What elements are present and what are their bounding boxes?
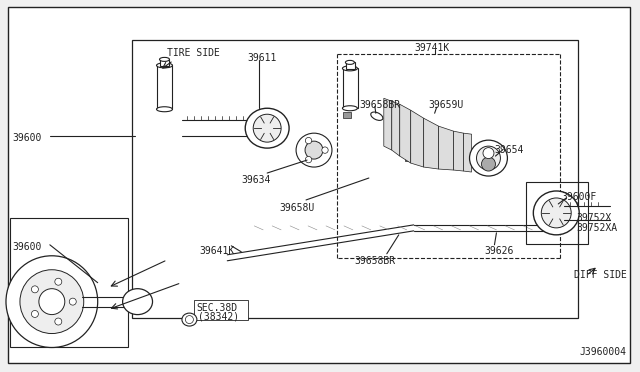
- Text: 39626: 39626: [484, 246, 514, 256]
- Polygon shape: [351, 118, 357, 161]
- Circle shape: [55, 318, 62, 325]
- Polygon shape: [400, 104, 411, 163]
- Polygon shape: [438, 126, 454, 170]
- Ellipse shape: [533, 191, 579, 235]
- Text: SEC.38D: SEC.38D: [196, 303, 237, 312]
- Ellipse shape: [253, 114, 281, 142]
- Circle shape: [481, 157, 495, 171]
- Polygon shape: [395, 151, 402, 178]
- Ellipse shape: [346, 60, 355, 64]
- Circle shape: [39, 289, 65, 315]
- Circle shape: [31, 311, 38, 317]
- Polygon shape: [227, 225, 413, 261]
- Ellipse shape: [182, 313, 197, 326]
- Text: 39752XA: 39752XA: [576, 223, 618, 233]
- Text: (38342): (38342): [198, 312, 239, 322]
- Circle shape: [305, 141, 323, 159]
- Text: 39741K: 39741K: [415, 44, 450, 54]
- Ellipse shape: [157, 107, 172, 112]
- Bar: [404, 153, 412, 161]
- Ellipse shape: [342, 66, 357, 71]
- Circle shape: [69, 298, 76, 305]
- Ellipse shape: [371, 112, 383, 121]
- Text: J3960004: J3960004: [579, 347, 626, 357]
- Ellipse shape: [123, 289, 152, 315]
- Polygon shape: [413, 225, 547, 231]
- Text: 39658BR: 39658BR: [354, 256, 395, 266]
- Circle shape: [322, 147, 328, 153]
- Polygon shape: [392, 101, 400, 156]
- Bar: [343, 68, 358, 108]
- Circle shape: [20, 270, 84, 334]
- Bar: [195, 299, 248, 320]
- Circle shape: [31, 286, 38, 293]
- Circle shape: [6, 256, 98, 347]
- Circle shape: [55, 278, 62, 285]
- Circle shape: [186, 315, 193, 324]
- Polygon shape: [182, 120, 257, 136]
- Ellipse shape: [483, 148, 494, 158]
- Polygon shape: [366, 127, 376, 172]
- Polygon shape: [376, 137, 387, 175]
- Polygon shape: [82, 296, 127, 307]
- Text: 39600: 39600: [12, 133, 42, 143]
- Ellipse shape: [342, 106, 357, 111]
- Text: 39600F: 39600F: [561, 192, 596, 202]
- Text: 39658BR: 39658BR: [359, 100, 400, 110]
- Text: 39654: 39654: [495, 145, 524, 155]
- Ellipse shape: [159, 57, 170, 61]
- Ellipse shape: [296, 133, 332, 167]
- Text: DIFF SIDE: DIFF SIDE: [574, 270, 627, 280]
- Circle shape: [305, 137, 312, 144]
- Polygon shape: [345, 116, 351, 158]
- Bar: [10, 218, 127, 347]
- Polygon shape: [424, 118, 438, 169]
- Text: TIRE SIDE: TIRE SIDE: [168, 48, 220, 58]
- Polygon shape: [387, 146, 395, 177]
- Ellipse shape: [541, 198, 572, 228]
- Polygon shape: [411, 110, 424, 167]
- Text: 39752X: 39752X: [576, 213, 611, 223]
- Text: 39658U: 39658U: [279, 203, 314, 213]
- Polygon shape: [357, 121, 366, 167]
- Circle shape: [305, 156, 312, 163]
- Bar: [346, 62, 355, 69]
- Polygon shape: [463, 133, 472, 172]
- Ellipse shape: [470, 140, 508, 176]
- Ellipse shape: [245, 108, 289, 148]
- Text: 39611: 39611: [247, 54, 276, 63]
- Bar: [157, 65, 172, 109]
- Polygon shape: [564, 206, 610, 220]
- Text: 39600: 39600: [12, 242, 42, 252]
- Bar: [159, 60, 170, 66]
- Bar: [132, 41, 578, 318]
- Text: 39659U: 39659U: [429, 100, 464, 110]
- Ellipse shape: [477, 146, 500, 170]
- Bar: [343, 112, 351, 118]
- Polygon shape: [402, 154, 409, 179]
- Bar: [526, 182, 588, 244]
- Text: 39641K: 39641K: [200, 246, 235, 256]
- Text: 39634: 39634: [241, 175, 271, 185]
- Ellipse shape: [157, 63, 172, 68]
- Polygon shape: [384, 98, 392, 150]
- Polygon shape: [454, 131, 463, 171]
